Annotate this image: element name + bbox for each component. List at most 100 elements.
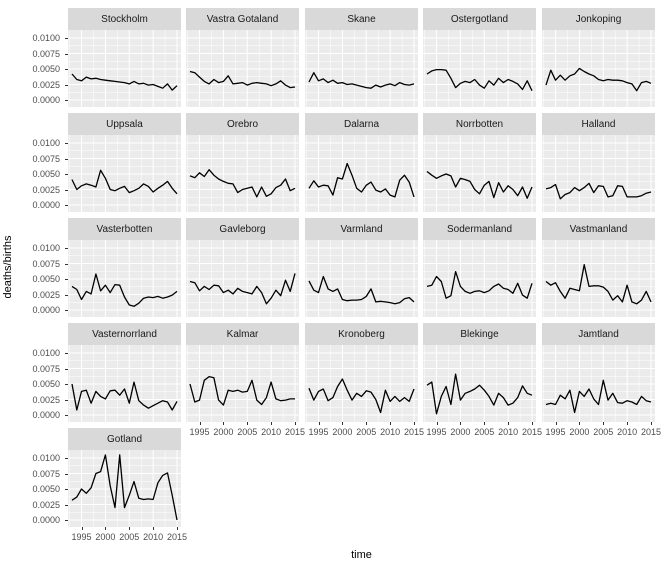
facet-title: Varmland	[340, 223, 383, 235]
y-axis-tick	[64, 205, 68, 206]
data-line	[545, 67, 652, 92]
y-tick-label: 0.0075	[32, 258, 60, 269]
facet-panel	[542, 345, 655, 422]
y-tick-label: 0.0050	[32, 169, 60, 179]
facet-strip: Varmland	[305, 218, 418, 240]
x-tick-label: 1995	[189, 427, 210, 437]
facet-title: Halland	[581, 118, 616, 130]
x-tick-label: 2015	[284, 427, 306, 437]
y-axis-tick	[64, 263, 68, 265]
y-tick-label: 0.0075	[32, 153, 60, 164]
y-tick-label: 0.0075	[32, 363, 60, 374]
facet-strip: Halland	[542, 113, 655, 135]
facet-strip: Sodermanland	[423, 218, 536, 240]
data-line	[426, 170, 533, 199]
x-axis-tick	[342, 422, 344, 425]
y-axis-tick	[64, 353, 68, 354]
x-axis-tick	[627, 422, 629, 425]
y-tick-label: 0.0100	[32, 138, 60, 148]
facet-title: Stockholm	[101, 13, 148, 25]
y-tick-label: 0.0100	[32, 453, 60, 463]
y-tick-label: 0.0100	[32, 348, 60, 358]
y-tick-label: 0.0000	[32, 515, 60, 525]
y-tick-label: 0.0075	[32, 48, 60, 59]
x-axis-tick	[366, 422, 368, 425]
data-line	[71, 381, 178, 411]
x-axis-tick	[129, 527, 131, 530]
y-tick-label: 0.0050	[32, 379, 60, 389]
x-axis-tick	[81, 527, 83, 530]
facet-strip: Vasterbotten	[68, 218, 181, 240]
x-tick-label: 2015	[166, 532, 188, 542]
x-tick-label: 2005	[237, 427, 258, 437]
x-tick-label: 2000	[213, 427, 234, 437]
x-axis-tick	[603, 422, 605, 425]
y-axis-tick	[64, 294, 68, 296]
x-axis-tick	[532, 422, 533, 425]
data-line	[189, 169, 296, 198]
data-line	[308, 378, 415, 414]
x-tick-label: 2005	[593, 427, 614, 437]
x-axis-tick	[579, 422, 581, 425]
y-tick-label: 0.0050	[32, 64, 60, 74]
x-tick-label: 2000	[569, 427, 590, 437]
facet-title: Jonkoping	[575, 13, 622, 25]
y-tick-label: 0.0000	[32, 410, 60, 420]
y-tick-label: 0.0025	[32, 79, 60, 90]
x-tick-label: 2010	[380, 427, 401, 437]
facet-strip: Stockholm	[68, 8, 181, 30]
facet-strip: Skane	[305, 8, 418, 30]
x-tick-label: 2015	[521, 427, 543, 437]
facet-panel	[423, 135, 536, 212]
x-axis-tick	[247, 422, 249, 425]
x-tick-label: 2000	[450, 427, 471, 437]
y-tick-label: 0.0025	[32, 289, 60, 300]
y-tick-label: 0.0025	[32, 184, 60, 195]
y-axis-tick	[64, 69, 68, 70]
data-line	[189, 375, 295, 406]
y-tick-label: 0.0025	[32, 394, 60, 405]
facet-strip: Jonkoping	[542, 8, 655, 30]
data-line	[426, 68, 533, 91]
facet-title: Ostergotland	[450, 13, 509, 25]
facet-title: Vastmanland	[569, 223, 628, 235]
facet-title: Vasterbotten	[96, 223, 153, 235]
facet-panel	[305, 135, 418, 212]
x-axis-tick	[414, 422, 415, 425]
data-line	[71, 73, 178, 91]
facet-panel	[542, 135, 655, 212]
x-tick-label: 2015	[640, 427, 662, 437]
y-axis-tick	[64, 504, 68, 506]
data-line	[71, 273, 178, 307]
facet-panel	[423, 30, 536, 107]
x-tick-label: 1995	[308, 427, 329, 437]
data-line	[308, 275, 415, 305]
y-axis-tick	[64, 143, 68, 144]
y-axis-tick	[64, 489, 68, 490]
y-axis-tick	[64, 384, 68, 385]
x-axis-tick	[318, 422, 320, 425]
facet-panel	[186, 240, 299, 317]
y-axis-tick	[64, 158, 68, 160]
x-axis-tick	[555, 422, 557, 425]
data-line	[189, 70, 296, 89]
y-axis-tick	[64, 520, 68, 521]
facet-title: Uppsala	[106, 118, 143, 130]
facet-strip: Orebro	[186, 113, 299, 135]
y-axis-tick	[64, 189, 68, 191]
facet-strip: Vastmanland	[542, 218, 655, 240]
facet-title: Norrbotten	[455, 118, 504, 130]
y-tick-label: 0.0050	[32, 484, 60, 494]
y-tick-label: 0.0000	[32, 305, 60, 315]
y-axis-tick	[64, 473, 68, 475]
x-tick-label: 2010	[617, 427, 638, 437]
x-tick-label: 2005	[474, 427, 495, 437]
facet-panel	[305, 345, 418, 422]
facet-title: Gavleborg	[219, 223, 266, 235]
x-axis-tick	[271, 422, 273, 425]
x-tick-label: 2010	[261, 427, 282, 437]
facet-strip: Gotland	[68, 428, 181, 450]
data-line	[71, 454, 178, 521]
y-axis-tick	[64, 174, 68, 175]
y-axis-tick	[64, 248, 68, 249]
